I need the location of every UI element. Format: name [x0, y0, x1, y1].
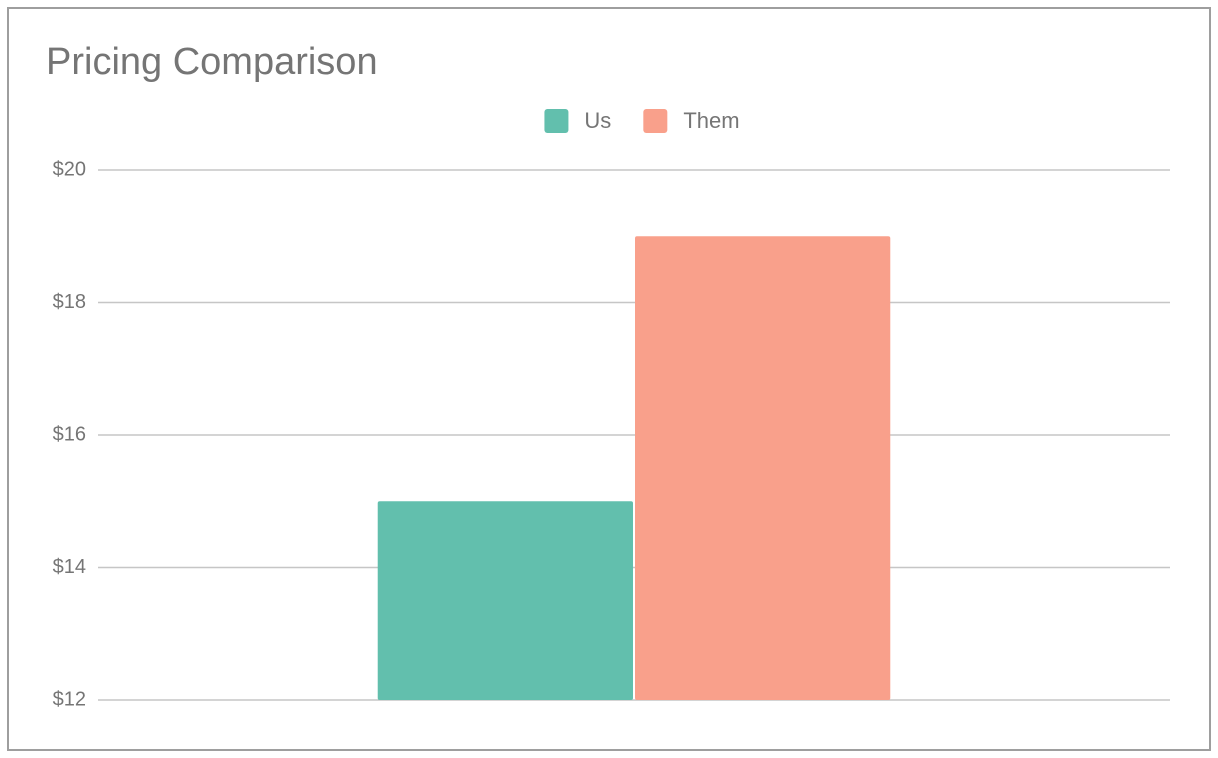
bar	[377, 501, 633, 700]
y-tick-label: $20	[53, 158, 86, 180]
y-tick-label: $18	[53, 291, 86, 313]
bar	[635, 236, 891, 700]
y-tick-label: $12	[53, 688, 86, 710]
chart-title: Pricing Comparison	[46, 41, 378, 83]
y-tick-label: $16	[53, 423, 86, 445]
y-tick-label: $14	[53, 556, 86, 578]
legend-swatch	[643, 109, 668, 133]
legend-label: Them	[683, 108, 739, 133]
legend-label: Us	[584, 108, 611, 133]
legend-swatch	[544, 109, 569, 133]
